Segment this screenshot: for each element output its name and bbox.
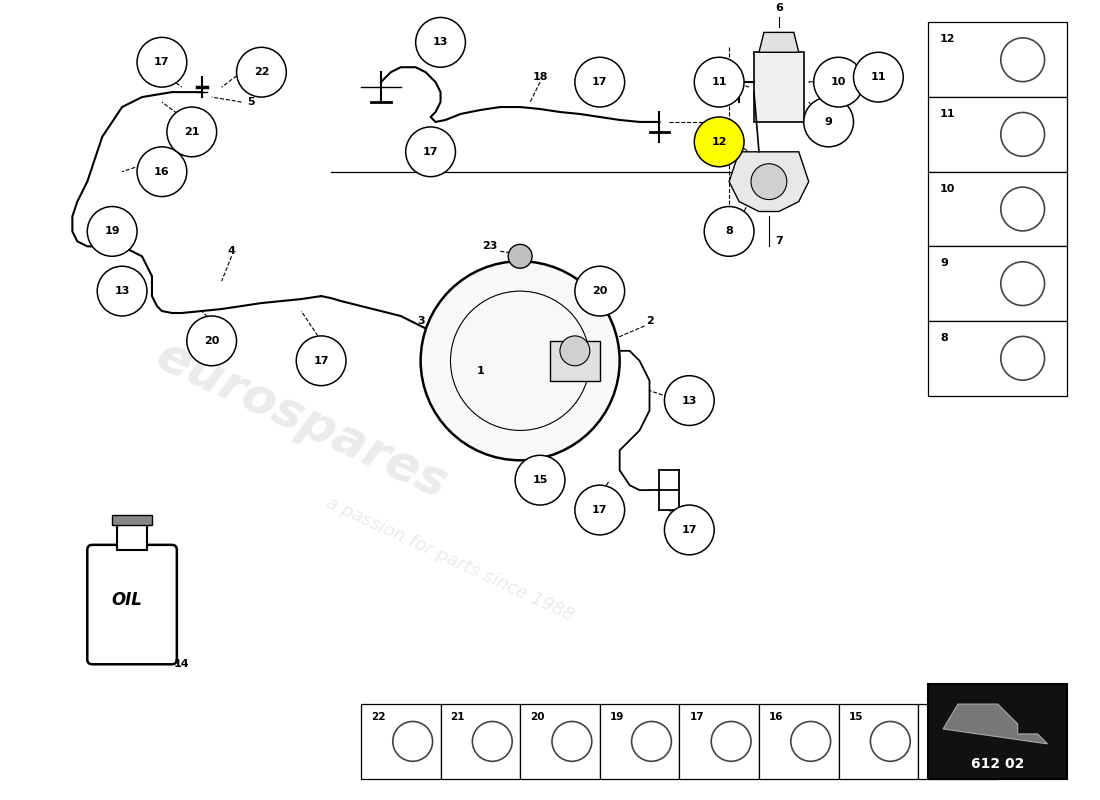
Bar	[680, 704, 759, 778]
Bar	[918, 704, 998, 778]
Text: 10: 10	[940, 184, 956, 194]
Text: 15: 15	[848, 712, 864, 722]
Text: 612 02: 612 02	[971, 757, 1024, 770]
Bar	[928, 321, 1067, 395]
Text: 19: 19	[104, 226, 120, 237]
Circle shape	[804, 97, 854, 147]
Text: 19: 19	[609, 712, 624, 722]
Text: 22: 22	[254, 67, 270, 77]
FancyBboxPatch shape	[87, 545, 177, 664]
Circle shape	[508, 244, 532, 268]
Text: 17: 17	[592, 77, 607, 87]
Text: 9: 9	[940, 258, 948, 268]
Bar	[928, 246, 1067, 321]
Bar	[600, 704, 680, 778]
Circle shape	[854, 52, 903, 102]
Text: 16: 16	[769, 712, 783, 722]
Circle shape	[187, 316, 236, 366]
Text: 20: 20	[530, 712, 544, 722]
Text: 11: 11	[870, 72, 887, 82]
Text: 13: 13	[682, 395, 697, 406]
Text: 23: 23	[483, 242, 498, 251]
Circle shape	[694, 117, 744, 166]
Circle shape	[694, 58, 744, 107]
Text: 11: 11	[940, 109, 956, 119]
Bar	[928, 172, 1067, 246]
Polygon shape	[943, 704, 1047, 744]
Circle shape	[416, 18, 465, 67]
Bar	[928, 684, 1067, 778]
Polygon shape	[117, 525, 147, 550]
Text: a passion for parts since 1988: a passion for parts since 1988	[323, 494, 578, 626]
Bar	[361, 704, 440, 778]
Text: 10: 10	[830, 77, 846, 87]
Text: 17: 17	[422, 147, 438, 157]
Text: 13: 13	[114, 286, 130, 296]
Bar	[928, 22, 1067, 97]
Text: 20: 20	[204, 336, 219, 346]
Text: 4: 4	[228, 246, 235, 256]
Text: eurospares: eurospares	[147, 332, 454, 509]
Bar	[440, 704, 520, 778]
Circle shape	[664, 505, 714, 555]
Circle shape	[138, 147, 187, 197]
Circle shape	[97, 266, 147, 316]
Circle shape	[575, 58, 625, 107]
Text: 13: 13	[433, 38, 448, 47]
Circle shape	[515, 455, 565, 505]
Text: 21: 21	[184, 127, 199, 137]
Circle shape	[814, 58, 864, 107]
Text: 3: 3	[417, 316, 425, 326]
Text: 17: 17	[682, 525, 697, 535]
Circle shape	[138, 38, 187, 87]
Polygon shape	[754, 52, 804, 122]
Circle shape	[704, 206, 754, 256]
Polygon shape	[759, 32, 799, 52]
Circle shape	[751, 164, 786, 199]
Circle shape	[560, 336, 590, 366]
Text: 5: 5	[248, 97, 255, 107]
Text: 2: 2	[646, 316, 653, 326]
Text: 15: 15	[532, 475, 548, 485]
Text: 7: 7	[776, 236, 783, 246]
Circle shape	[236, 47, 286, 97]
Text: OIL: OIL	[111, 590, 143, 609]
Text: 1: 1	[476, 366, 484, 376]
Text: 22: 22	[371, 712, 385, 722]
Text: 17: 17	[690, 712, 704, 722]
Bar	[928, 97, 1067, 172]
Text: 6: 6	[774, 2, 783, 13]
Text: 18: 18	[532, 72, 548, 82]
Text: 17: 17	[592, 505, 607, 515]
Bar	[759, 704, 838, 778]
Text: 21: 21	[451, 712, 465, 722]
Circle shape	[406, 127, 455, 177]
Text: 13: 13	[928, 712, 943, 722]
Text: 8: 8	[940, 333, 948, 343]
Text: 12: 12	[940, 34, 956, 44]
Bar	[520, 704, 600, 778]
Polygon shape	[112, 515, 152, 525]
Text: 8: 8	[725, 226, 733, 237]
Circle shape	[296, 336, 346, 386]
Circle shape	[664, 376, 714, 426]
Circle shape	[575, 266, 625, 316]
Text: 12: 12	[712, 137, 727, 147]
Text: 9: 9	[825, 117, 833, 127]
Circle shape	[87, 206, 138, 256]
Text: 20: 20	[592, 286, 607, 296]
Bar	[838, 704, 918, 778]
Polygon shape	[729, 152, 808, 211]
Text: 17: 17	[154, 58, 169, 67]
Text: 14: 14	[174, 659, 189, 670]
Text: 17: 17	[314, 356, 329, 366]
Circle shape	[575, 485, 625, 535]
Text: 16: 16	[154, 166, 169, 177]
Circle shape	[167, 107, 217, 157]
Circle shape	[420, 262, 619, 460]
Polygon shape	[550, 341, 600, 381]
Text: 11: 11	[712, 77, 727, 87]
